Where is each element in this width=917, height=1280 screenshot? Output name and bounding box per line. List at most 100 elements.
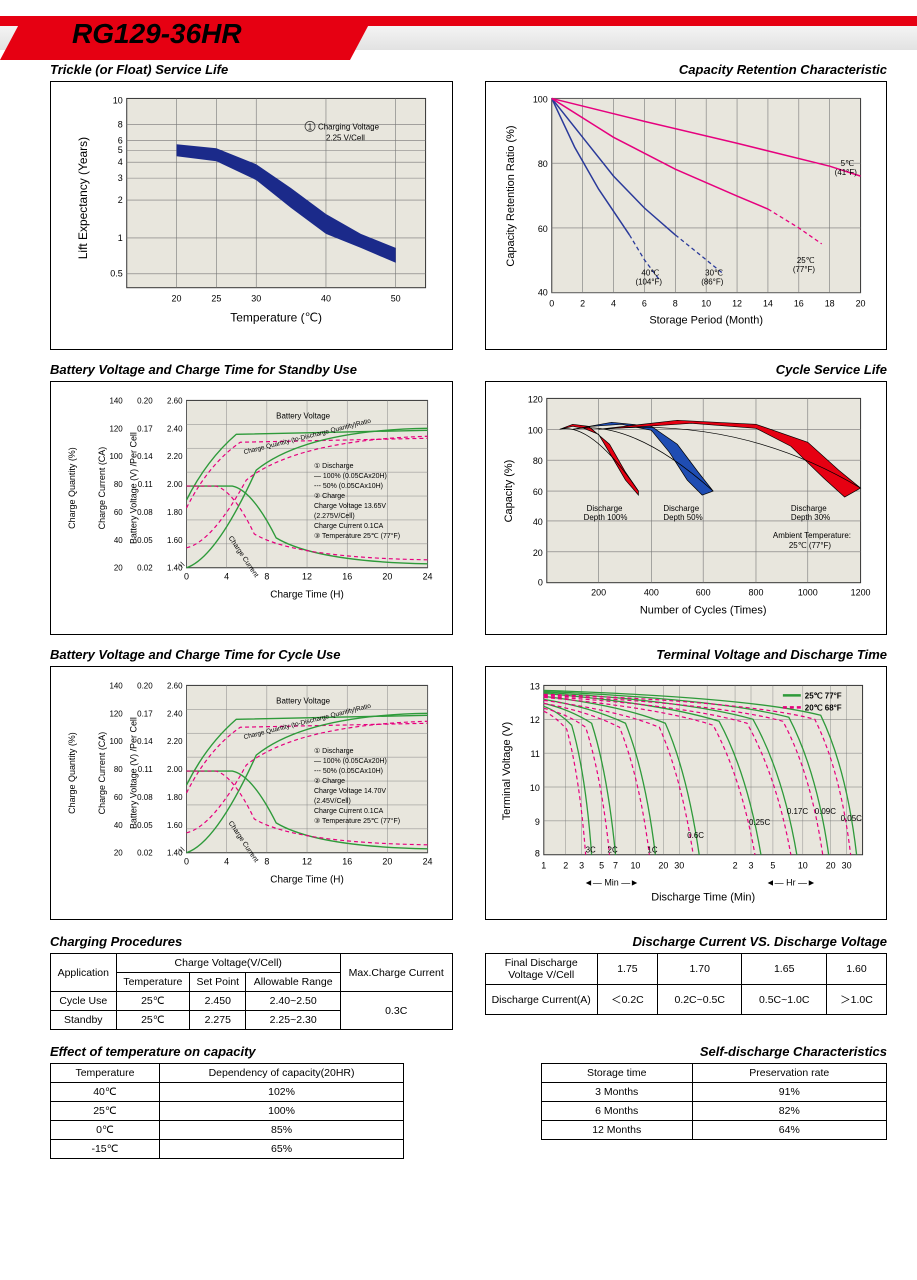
svg-text:100: 100	[532, 94, 547, 104]
svg-text:25℃ (77°F): 25℃ (77°F)	[788, 541, 831, 550]
svg-text:③ Temperature 25℃ (77°F): ③ Temperature 25℃ (77°F)	[314, 532, 400, 540]
svg-text:60: 60	[114, 793, 123, 802]
svg-text:25℃ 77°F: 25℃ 77°F	[804, 691, 841, 700]
trickle-chart: 1 Charging Voltage 2.25 V/Cell 1086 543 …	[50, 81, 453, 350]
terminal-chart: 3C2C1C 0.6C0.25C 0.17C0.09C0.05C 25℃ 77°…	[485, 666, 888, 920]
svg-text:2.20: 2.20	[167, 737, 183, 746]
svg-text:40: 40	[537, 288, 547, 298]
svg-text:Charge Current 0.1CA: Charge Current 0.1CA	[314, 808, 384, 815]
svg-text:0: 0	[184, 857, 189, 867]
svg-text:40: 40	[114, 821, 123, 830]
tempeffect-table: TemperatureDependency of capacity(20HR) …	[50, 1063, 404, 1159]
svg-text:0.05: 0.05	[137, 536, 153, 545]
svg-text:Capacity Retention Ratio (%): Capacity Retention Ratio (%)	[504, 126, 516, 267]
svg-text:0.09C: 0.09C	[814, 807, 835, 816]
svg-text:Charge Time (H): Charge Time (H)	[270, 875, 344, 886]
svg-text:20: 20	[114, 564, 123, 573]
svg-text:40℃: 40℃	[641, 269, 659, 278]
svg-text:① Discharge: ① Discharge	[314, 462, 354, 470]
svg-text:2C: 2C	[607, 846, 617, 855]
cyclecharge-chart: 048121620241.401.601.802.002.202.402.600…	[50, 666, 453, 920]
standby-title: Battery Voltage and Charge Time for Stan…	[50, 362, 453, 377]
svg-text:1.60: 1.60	[167, 536, 183, 545]
svg-text:2.00: 2.00	[167, 480, 183, 489]
svg-text:0.14: 0.14	[137, 452, 153, 461]
svg-text:0: 0	[537, 578, 542, 588]
capret-chart: 40℃(104°F) 30℃(86°F) 25℃(77°F) 5℃(41°F) …	[485, 81, 888, 350]
svg-text:3C: 3C	[585, 846, 595, 855]
svg-text:400: 400	[643, 588, 658, 598]
chargeproc-table: Application Charge Voltage(V/Cell) Max.C…	[50, 953, 453, 1030]
svg-text:20: 20	[855, 299, 865, 309]
svg-text:30℃: 30℃	[705, 269, 723, 278]
svg-text:0.05C: 0.05C	[840, 814, 861, 823]
svg-text:0: 0	[549, 299, 554, 309]
svg-text:200: 200	[591, 588, 606, 598]
svg-text:5: 5	[770, 861, 775, 871]
svg-text:8: 8	[118, 119, 123, 129]
svg-text:4: 4	[224, 857, 229, 867]
svg-text:8: 8	[534, 849, 539, 859]
svg-text:Storage Period (Month): Storage Period (Month)	[649, 315, 763, 327]
svg-text:Temperature (℃): Temperature (℃)	[230, 311, 322, 325]
selfdisch-table: Storage timePreservation rate 3 Months91…	[541, 1063, 887, 1140]
svg-text:(2.45V/Cell): (2.45V/Cell)	[314, 798, 351, 805]
svg-text:— 100% (0.05CAx20H): — 100% (0.05CAx20H)	[314, 473, 387, 480]
svg-text:80: 80	[114, 480, 123, 489]
svg-text:60: 60	[537, 224, 547, 234]
svg-text:② Charge: ② Charge	[314, 492, 345, 500]
svg-text:7: 7	[613, 861, 618, 871]
svg-text:50: 50	[391, 294, 401, 304]
svg-text:2.25 V/Cell: 2.25 V/Cell	[326, 133, 365, 142]
svg-text:0.08: 0.08	[137, 508, 153, 517]
trickle-title: Trickle (or Float) Service Life	[50, 62, 453, 77]
svg-text:4: 4	[611, 299, 616, 309]
svg-text:100: 100	[109, 737, 123, 746]
svg-text:Charge Quantity (%): Charge Quantity (%)	[67, 732, 77, 814]
svg-text:1.40: 1.40	[167, 564, 183, 573]
svg-text:13: 13	[529, 681, 539, 691]
tempeffect-title: Effect of temperature on capacity	[50, 1044, 453, 1059]
svg-text:5℃: 5℃	[840, 159, 853, 168]
svg-text:5: 5	[599, 861, 604, 871]
svg-text:10: 10	[113, 95, 123, 105]
svg-text:Number of Cycles (Times): Number of Cycles (Times)	[639, 605, 766, 617]
svg-text:8: 8	[264, 572, 269, 582]
svg-text:0.5: 0.5	[110, 269, 122, 279]
svg-text:120: 120	[109, 709, 123, 718]
svg-text:Discharge Time (Min): Discharge Time (Min)	[651, 892, 755, 904]
svg-text:6: 6	[118, 135, 123, 145]
svg-text:100: 100	[109, 452, 123, 461]
svg-text:Depth 100%: Depth 100%	[583, 513, 627, 522]
svg-text:14: 14	[762, 299, 772, 309]
svg-text:3: 3	[118, 173, 123, 183]
svg-text:2: 2	[563, 861, 568, 871]
svg-text:8: 8	[264, 857, 269, 867]
svg-text:1C: 1C	[647, 846, 657, 855]
svg-text:0.14: 0.14	[137, 737, 153, 746]
svg-text:10: 10	[701, 299, 711, 309]
svg-text:20: 20	[382, 572, 392, 582]
chargeproc-title: Charging Procedures	[50, 934, 453, 949]
svg-text:— 100% (0.05CAx20H): — 100% (0.05CAx20H)	[314, 758, 387, 765]
svg-text:0.20: 0.20	[137, 396, 153, 405]
svg-text:25: 25	[211, 294, 221, 304]
svg-text:◄— Min —►: ◄— Min —►	[584, 878, 639, 888]
svg-text:Depth 30%: Depth 30%	[790, 513, 829, 522]
header-band: RG129-36HR	[0, 16, 917, 50]
svg-text:18: 18	[824, 299, 834, 309]
svg-text:80: 80	[532, 456, 542, 466]
svg-text:② Charge: ② Charge	[314, 777, 345, 785]
svg-text:40: 40	[321, 294, 331, 304]
svg-text:25℃: 25℃	[796, 256, 814, 265]
svg-text:3: 3	[579, 861, 584, 871]
svg-text:40: 40	[114, 536, 123, 545]
standby-chart: 048121620241.401.601.802.002.202.402.600…	[50, 381, 453, 635]
svg-text:(41°F): (41°F)	[834, 168, 857, 177]
dischargevs-title: Discharge Current VS. Discharge Voltage	[485, 934, 888, 949]
svg-text:0.20: 0.20	[137, 681, 153, 690]
svg-text:--- 50% (0.05CAx10H): --- 50% (0.05CAx10H)	[314, 483, 383, 490]
svg-text:(104°F): (104°F)	[635, 278, 662, 287]
terminal-title: Terminal Voltage and Discharge Time	[485, 647, 888, 662]
svg-text:20: 20	[825, 861, 835, 871]
